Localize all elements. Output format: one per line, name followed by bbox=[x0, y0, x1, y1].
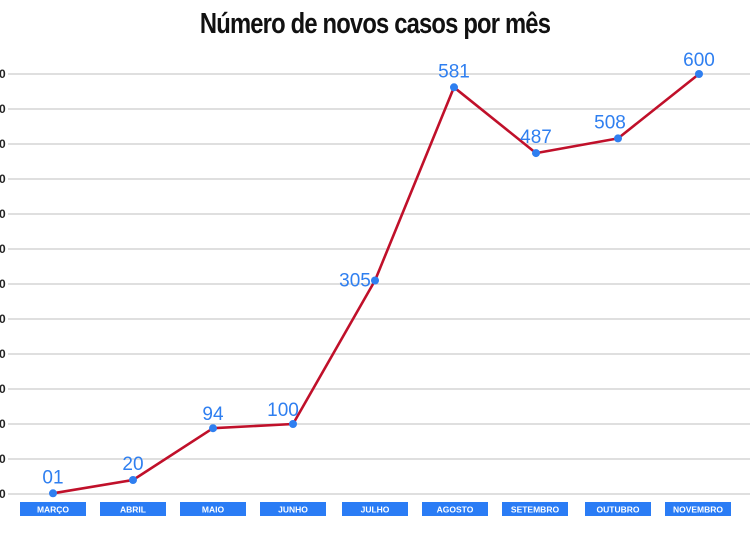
svg-text:SETEMBRO: SETEMBRO bbox=[511, 505, 560, 515]
y-tick-label: 0 bbox=[0, 417, 6, 431]
gridlines bbox=[8, 73, 750, 495]
y-tick-label: 0 bbox=[0, 102, 6, 116]
data-point bbox=[371, 276, 379, 285]
data-label: 100 bbox=[267, 400, 299, 421]
x-category-2: ABRIL bbox=[100, 502, 166, 516]
svg-text:OUTUBRO: OUTUBRO bbox=[597, 505, 640, 515]
y-tick-label: 0 bbox=[0, 172, 6, 186]
y-tick-label: 0 bbox=[0, 487, 6, 501]
x-axis-category-labels: MARÇO ABRIL MAIO JUNHO JULHO AGOSTO SETEMBRO OU… bbox=[20, 502, 731, 516]
data-label: 20 bbox=[122, 454, 143, 475]
x-category-5: JULHO bbox=[342, 502, 408, 516]
data-label: 305 bbox=[339, 271, 371, 292]
data-label: 01 bbox=[42, 467, 63, 488]
data-point bbox=[450, 83, 458, 92]
svg-text:MARÇO: MARÇO bbox=[37, 505, 69, 515]
data-labels: 01 20 94 100 305 581 487 508 600 bbox=[42, 50, 714, 488]
y-tick-label: 0 bbox=[0, 382, 6, 396]
x-category-4: JUNHO bbox=[260, 502, 326, 516]
data-point bbox=[614, 134, 622, 143]
svg-text:AGOSTO: AGOSTO bbox=[437, 505, 474, 515]
data-label: 581 bbox=[438, 61, 470, 82]
svg-text:JUNHO: JUNHO bbox=[278, 505, 308, 515]
data-label: 487 bbox=[520, 127, 552, 148]
x-category-7: SETEMBRO bbox=[502, 502, 568, 516]
data-point bbox=[49, 489, 57, 498]
y-tick-label: 0 bbox=[0, 67, 6, 81]
data-point bbox=[532, 149, 540, 158]
y-tick-label: 0 bbox=[0, 242, 6, 256]
y-tick-label: 0 bbox=[0, 137, 6, 151]
x-category-1: MARÇO bbox=[20, 502, 86, 516]
x-category-6: AGOSTO bbox=[422, 502, 488, 516]
data-label: 94 bbox=[202, 404, 224, 425]
svg-text:JULHO: JULHO bbox=[361, 505, 390, 515]
x-category-9: NOVEMBRO bbox=[665, 502, 731, 516]
data-points bbox=[49, 70, 703, 498]
data-point bbox=[209, 424, 217, 433]
x-category-3: MAIO bbox=[180, 502, 246, 516]
x-category-8: OUTUBRO bbox=[585, 502, 651, 516]
data-label: 508 bbox=[594, 112, 626, 133]
svg-text:ABRIL: ABRIL bbox=[120, 505, 146, 515]
data-point bbox=[289, 420, 297, 428]
y-axis-ticks: 0 0 0 0 0 0 0 0 0 0 0 0 0 bbox=[0, 67, 6, 501]
y-tick-label: 0 bbox=[0, 347, 6, 361]
y-tick-label: 0 bbox=[0, 207, 6, 221]
svg-text:MAIO: MAIO bbox=[202, 505, 225, 515]
y-tick-label: 0 bbox=[0, 452, 6, 466]
data-point bbox=[129, 476, 137, 484]
y-tick-label: 0 bbox=[0, 312, 6, 326]
svg-text:NOVEMBRO: NOVEMBRO bbox=[673, 505, 723, 515]
data-point bbox=[695, 70, 703, 78]
chart-title: Número de novos casos por mês bbox=[199, 8, 551, 40]
data-label: 600 bbox=[683, 50, 715, 71]
y-tick-label: 0 bbox=[0, 277, 6, 291]
